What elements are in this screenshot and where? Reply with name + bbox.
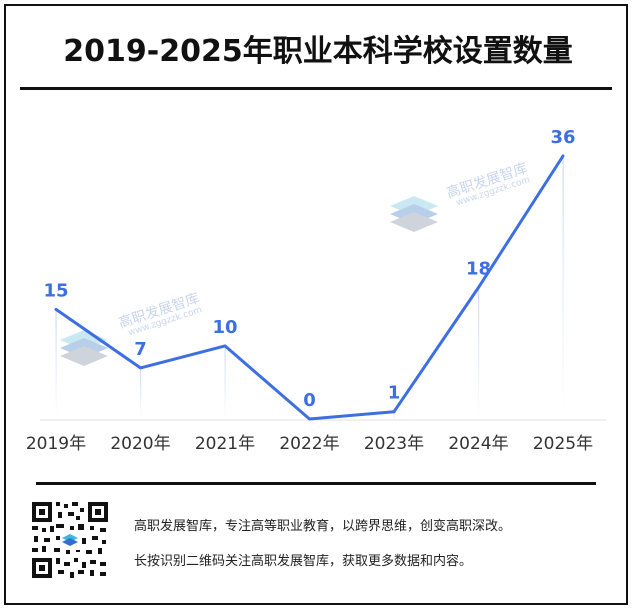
footer-text-intro: 高职发展智库，专注高等职业教育，以跨界思维，创变高职深改。	[134, 519, 512, 534]
point-dropline	[140, 367, 142, 419]
footer-text-qr-hint: 长按识别二维码关注高职发展智库，获取更多数据和内容。	[134, 554, 473, 569]
page-title: 2019-2025年职业本科学校设置数量	[63, 34, 573, 69]
data-label: 18	[466, 259, 491, 280]
point-dropline	[478, 287, 480, 419]
footer-divider	[36, 482, 596, 485]
x-tick-label: 2021年	[195, 434, 255, 454]
x-tick-label: 2025年	[533, 434, 593, 454]
x-tick-label: 2020年	[110, 434, 170, 454]
point-dropline	[55, 309, 57, 419]
x-tick-label: 2022年	[279, 434, 339, 454]
x-tick-label: 2023年	[364, 434, 424, 454]
data-label: 0	[303, 390, 316, 411]
point-dropline	[562, 156, 564, 419]
point-dropline	[393, 411, 395, 419]
watermark-logo-icon	[390, 196, 438, 232]
data-label: 36	[550, 127, 575, 148]
data-label: 15	[43, 280, 68, 301]
qr-code-icon	[30, 500, 110, 580]
data-label: 10	[212, 317, 237, 338]
data-label: 1	[388, 383, 401, 404]
series-line	[54, 154, 565, 421]
watermark-logo-icon	[60, 330, 108, 366]
title-divider	[20, 87, 612, 90]
data-label: 7	[134, 339, 147, 360]
x-tick-label: 2019年	[26, 434, 86, 454]
x-tick-label: 2024年	[448, 434, 508, 454]
point-dropline	[224, 345, 226, 419]
